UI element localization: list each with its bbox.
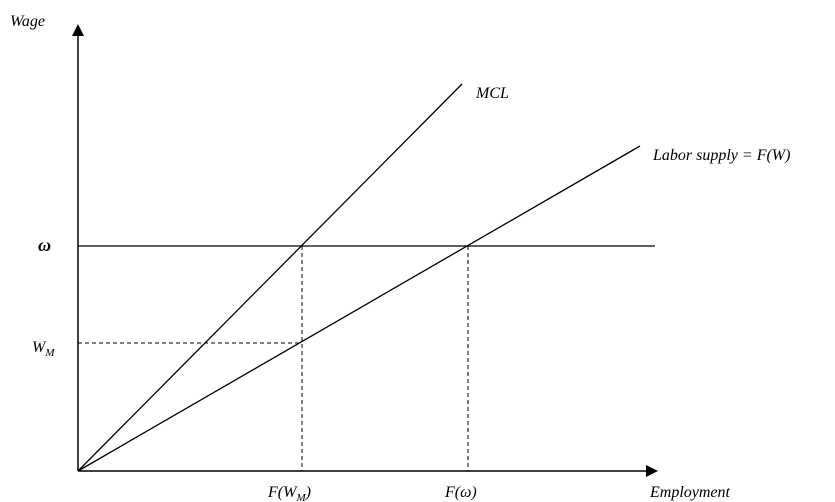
wm-label: WM — [32, 339, 55, 359]
x-tick-fomega: F(ω) — [444, 484, 477, 501]
wm-label-main: W — [32, 339, 47, 356]
x-tick-fwm-main: F(W — [267, 484, 298, 501]
labor-supply-line — [77, 145, 641, 472]
x-tick-fwm-sub: M — [295, 492, 306, 502]
x-tick-fwm: F(WM) — [267, 484, 311, 502]
x-tick-fwm-close: ) — [305, 484, 311, 501]
mcl-line — [77, 83, 463, 472]
omega-label: ω — [38, 235, 51, 255]
labor-supply-label: Labor supply = F(W) — [652, 147, 790, 164]
x-axis-label: Employment — [649, 484, 731, 501]
mcl-label: MCL — [475, 85, 509, 102]
wm-label-sub: M — [44, 347, 55, 359]
y-axis-label: Wage — [10, 13, 45, 30]
